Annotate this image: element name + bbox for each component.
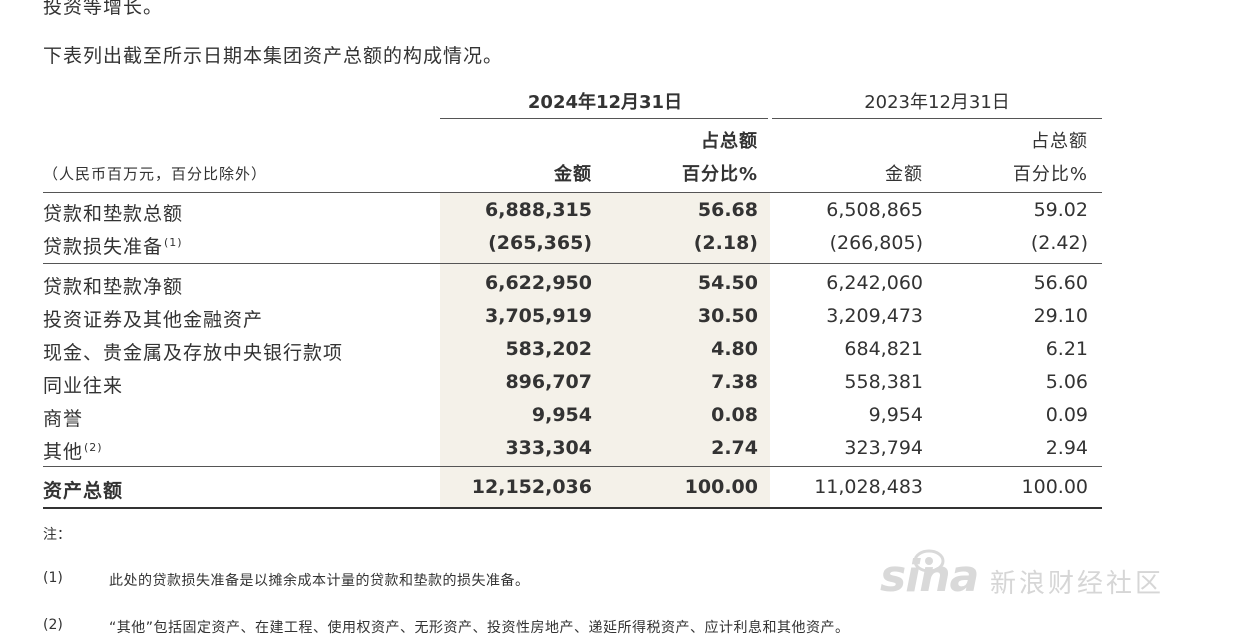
row-label: 其他(2) [43, 441, 103, 463]
note-2-number: (2) [43, 617, 63, 633]
note-2-text: “其他”包括固定资产、在建工程、使用权资产、无形资产、投资性房地产、递延所得税资… [109, 620, 850, 636]
pct-2023: 100.00 [1021, 476, 1088, 498]
pct-2024: 30.50 [697, 305, 758, 327]
table-row: 商誉 9,954 0.08 9,954 0.09 [0, 400, 1233, 433]
value-2023: 11,028,483 [814, 476, 923, 498]
table-row: 贷款和垫款总额 6,888,315 56.68 6,508,865 59.02 [0, 195, 1233, 228]
pct-2023: 56.60 [1033, 272, 1088, 294]
pct-top-2023: 占总额 [1031, 131, 1088, 152]
value-2023: (266,805) [829, 232, 923, 254]
value-2024: (265,365) [488, 232, 592, 254]
value-2023: 6,242,060 [826, 272, 923, 294]
value-2023: 3,209,473 [826, 305, 923, 327]
footnote-marker: (2) [84, 441, 103, 454]
value-2024: 583,202 [505, 338, 592, 360]
value-2023: 9,954 [868, 404, 923, 426]
pct-2023: 29.10 [1033, 305, 1088, 327]
pct-2024: (2.18) [693, 232, 758, 254]
pct-2024: 7.38 [711, 371, 758, 393]
total-bottom-rule [43, 507, 1102, 509]
value-2024: 896,707 [505, 371, 592, 393]
pct-2023: 0.09 [1045, 404, 1088, 426]
note-1-number: (1) [43, 570, 63, 586]
pct-2024: 54.50 [697, 272, 758, 294]
year-2023-header: 2023年12月31日 [864, 92, 1010, 113]
pct-2024: 56.68 [697, 199, 758, 221]
value-2023: 558,381 [844, 371, 923, 393]
row-label: 贷款和垫款净额 [43, 276, 184, 298]
pct-top-2024: 占总额 [701, 131, 758, 152]
row-label: 投资证券及其他金融资产 [43, 309, 264, 331]
note-1-text: 此处的贷款损失准备是以摊余成本计量的贷款和垫款的损失准备。 [109, 573, 530, 589]
pct-2024: 0.08 [711, 404, 758, 426]
pct-2023: 5.06 [1045, 371, 1088, 393]
table-row: 投资证券及其他金融资产 3,705,919 30.50 3,209,473 29.10 [0, 301, 1233, 334]
row-label: 贷款损失准备(1) [43, 236, 183, 258]
year-2023-underline [772, 118, 1102, 119]
pct-2024: 4.80 [711, 338, 758, 360]
header-rule [43, 192, 1102, 193]
value-2024: 12,152,036 [471, 476, 592, 498]
table-row: 贷款损失准备(1) (265,365) (2.18) (266,805) (2.42) [0, 228, 1233, 261]
watermark-text: 新浪财经社区 [990, 569, 1165, 599]
unit-note: （人民币百万元，百分比除外） [43, 165, 268, 183]
shade-2024-columns [440, 193, 770, 508]
pct-2024: 100.00 [684, 476, 758, 498]
pct-2023-header: 百分比% [1012, 164, 1088, 185]
previous-paragraph-fragment: 投资等增长。 [43, 0, 164, 18]
value-2024: 6,888,315 [485, 199, 592, 221]
row-label: 同业往来 [43, 375, 124, 397]
notes-title: 注： [43, 527, 71, 543]
sina-eye-logo-icon [913, 549, 945, 573]
table-row: 其他(2) 333,304 2.74 323,794 2.94 [0, 433, 1233, 466]
value-2023: 6,508,865 [826, 199, 923, 221]
table-row-total: 资产总额 12,152,036 100.00 11,028,483 100.00 [0, 472, 1233, 505]
sina-logo-text: sina [880, 551, 979, 602]
table-row: 现金、贵金属及存放中央银行款项 583,202 4.80 684,821 6.21 [0, 334, 1233, 367]
pct-2023: 6.21 [1045, 338, 1088, 360]
row-label: 商誉 [43, 408, 84, 430]
value-2023: 684,821 [844, 338, 923, 360]
pct-2024: 2.74 [711, 437, 758, 459]
group-a-rule [43, 263, 1102, 264]
pct-2024-header: 百分比% [681, 164, 758, 185]
value-2024: 333,304 [505, 437, 592, 459]
value-2024: 9,954 [531, 404, 592, 426]
value-2024: 6,622,950 [485, 272, 592, 294]
intro-sentence: 下表列出截至所示日期本集团资产总额的构成情况。 [43, 45, 504, 67]
table-row: 贷款和垫款净额 6,622,950 54.50 6,242,060 56.60 [0, 268, 1233, 301]
pct-2023: (2.42) [1030, 232, 1088, 254]
amount-2024-header: 金额 [554, 164, 592, 185]
group-b-rule [43, 466, 1102, 467]
year-2024-header: 2024年12月31日 [527, 92, 683, 113]
year-2024-underline [440, 118, 768, 119]
pct-2023: 2.94 [1045, 437, 1088, 459]
sina-watermark: sina 新浪财经社区 [880, 545, 1200, 615]
value-2023: 323,794 [844, 437, 923, 459]
row-label: 贷款和垫款总额 [43, 203, 184, 225]
value-2024: 3,705,919 [485, 305, 592, 327]
row-label: 现金、贵金属及存放中央银行款项 [43, 342, 344, 364]
pct-2023: 59.02 [1033, 199, 1088, 221]
table-row: 同业往来 896,707 7.38 558,381 5.06 [0, 367, 1233, 400]
footnote-marker: (1) [164, 236, 183, 249]
amount-2023-header: 金额 [885, 164, 923, 185]
row-label: 资产总额 [43, 480, 124, 502]
